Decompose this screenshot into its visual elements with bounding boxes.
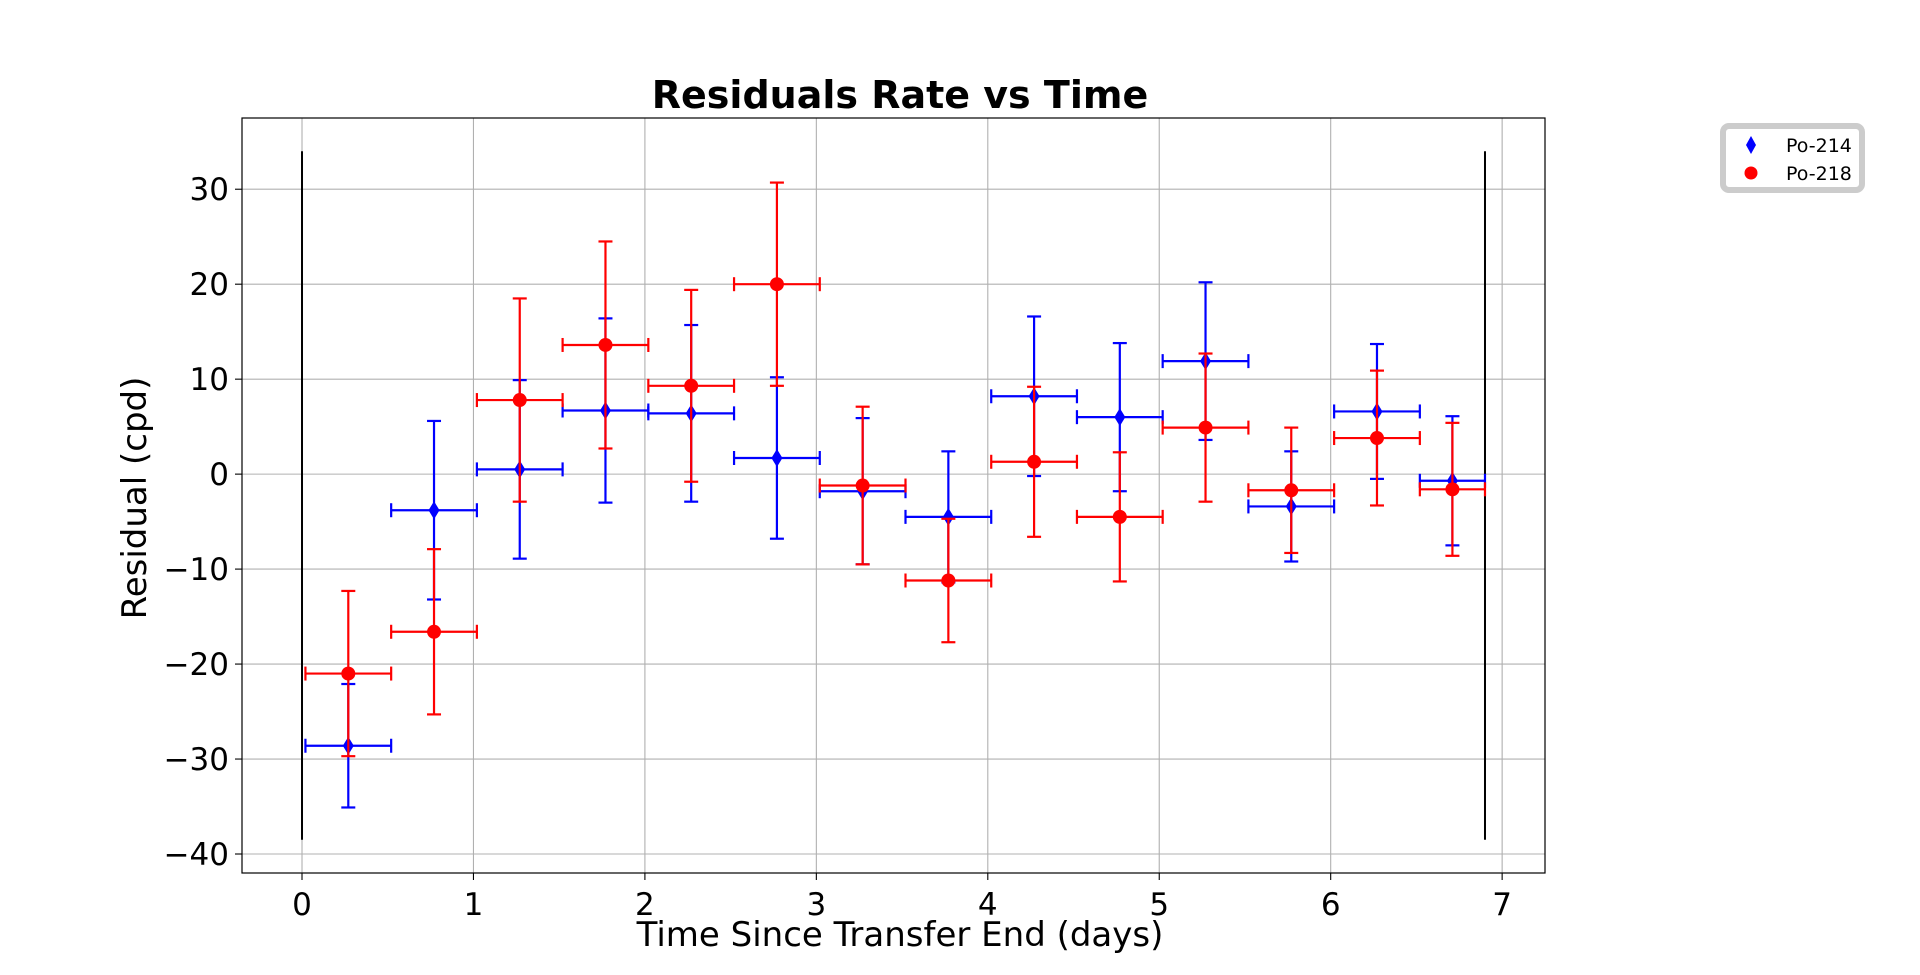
y-axis-label: Residual (cpd) — [115, 377, 155, 620]
data-point-po218 — [1161, 352, 1250, 503]
data-point-po218 — [1075, 451, 1164, 583]
circle-marker — [1027, 454, 1042, 469]
x-axis-label: Time Since Transfer End (days) — [636, 915, 1164, 955]
data-point-po218 — [732, 181, 821, 387]
data-point-po218 — [1333, 369, 1421, 507]
diamond-marker — [771, 448, 783, 467]
circle-marker — [941, 573, 956, 588]
x-tick-label: 5 — [1149, 887, 1169, 923]
diamond-marker — [428, 501, 440, 520]
circle-marker — [598, 337, 613, 352]
x-tick-label: 4 — [978, 887, 998, 923]
circle-marker — [855, 478, 870, 493]
legend-marker-po214-diamond-icon — [1746, 136, 1756, 154]
circle-marker — [1112, 509, 1127, 524]
data-point-po218 — [818, 405, 907, 566]
circle-marker — [1284, 483, 1299, 498]
data-point-po218 — [561, 240, 650, 450]
legend-marker-po218-circle-icon — [1744, 166, 1758, 180]
data-point-po218 — [647, 288, 736, 483]
axis-ticks: 0 1 2 3 4 5 6 7 −40 −30 −20 −10 0 10 20 30 — [164, 172, 1512, 923]
y-tick-label: −10 — [164, 552, 229, 588]
y-tick-label: −30 — [164, 742, 229, 778]
plot-frame — [241, 117, 1546, 874]
grid — [242, 118, 1545, 873]
x-tick-label: 7 — [1492, 887, 1512, 923]
legend-label-po218: Po-218 — [1786, 163, 1852, 185]
series-po218 — [304, 181, 1487, 758]
y-tick-label: 10 — [190, 362, 229, 398]
x-tick-label: 0 — [292, 887, 312, 923]
data-point-po218 — [1247, 426, 1336, 555]
circle-marker — [1445, 482, 1460, 497]
y-tick-label: 20 — [190, 267, 229, 303]
y-tick-label: 30 — [190, 172, 229, 208]
data-point-po218 — [304, 589, 393, 758]
x-tick-label: 2 — [635, 887, 655, 923]
data-point-po218 — [390, 548, 478, 716]
data-point-po214 — [1075, 341, 1164, 493]
data-series — [304, 181, 1487, 809]
y-tick-label: −20 — [164, 647, 229, 683]
data-point-po214 — [904, 450, 993, 584]
data-point-po218 — [1418, 421, 1487, 557]
diamond-marker — [942, 507, 954, 526]
x-tick-label: 1 — [464, 887, 484, 923]
legend-label-po214: Po-214 — [1786, 135, 1852, 157]
data-point-po218 — [475, 297, 564, 503]
circle-marker — [512, 393, 527, 408]
circle-marker — [1369, 431, 1384, 446]
y-tick-label: −40 — [164, 837, 229, 873]
circle-marker — [769, 277, 784, 292]
circle-marker — [1198, 420, 1213, 435]
x-tick-label: 6 — [1321, 887, 1341, 923]
x-tick-label: 3 — [806, 887, 826, 923]
data-point-po218 — [904, 517, 993, 644]
data-point-po218 — [990, 385, 1079, 538]
chart-title: Residuals Rate vs Time — [652, 73, 1148, 117]
circle-marker — [684, 378, 699, 393]
legend: Po-214 Po-218 — [1720, 123, 1865, 193]
diamond-marker — [1114, 408, 1126, 427]
legend-frame — [1720, 123, 1865, 193]
circle-marker — [341, 666, 356, 681]
y-tick-label: 0 — [209, 457, 229, 493]
circle-marker — [427, 624, 442, 639]
